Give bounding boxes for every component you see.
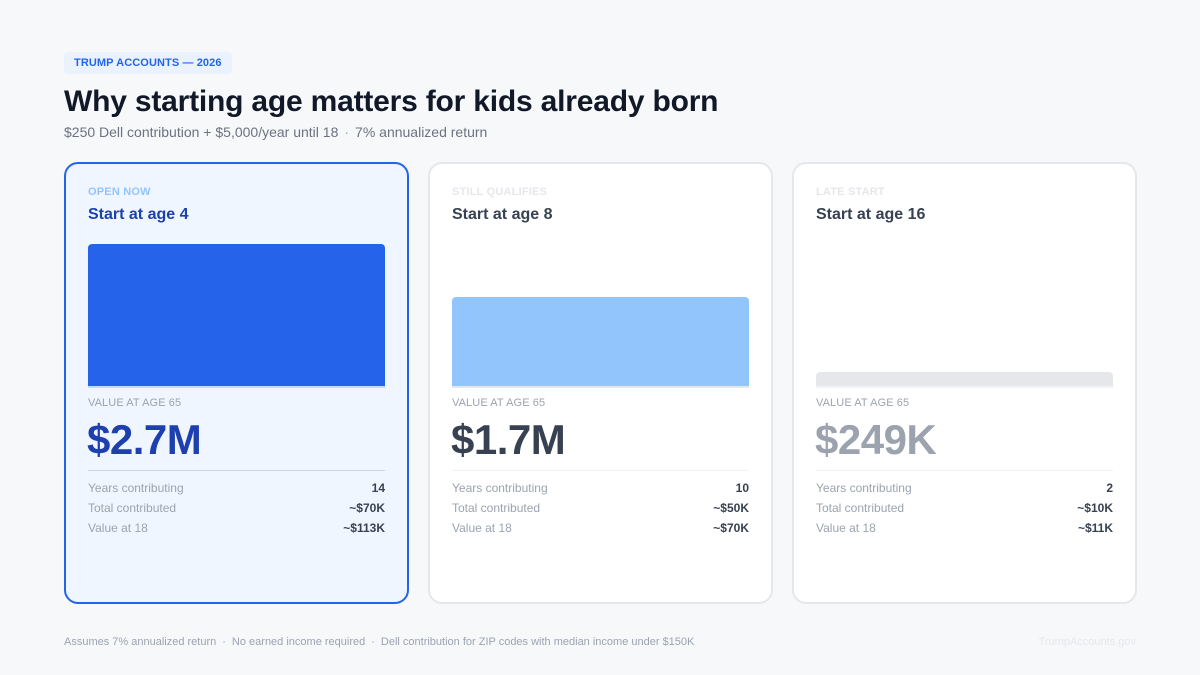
value-at-65: $2.7M <box>87 416 202 463</box>
value-at-65: $249K <box>815 416 937 463</box>
value-bar <box>816 372 1113 386</box>
footer-note-return: Assumes 7% annualized return <box>64 636 217 648</box>
divider <box>816 470 1113 471</box>
card-eyebrow: OPEN NOW <box>88 186 151 198</box>
stats-list: Years contributing 14 Total contributed … <box>88 480 385 540</box>
footer-note-income: No earned income required <box>231 636 366 648</box>
stat-label: Total contributed <box>452 501 541 515</box>
stat-row-total: Total contributed ~$50K <box>452 500 749 520</box>
stat-value: 10 <box>735 481 749 495</box>
stat-value: ~$113K <box>343 521 385 535</box>
stat-value: ~$50K <box>713 501 749 515</box>
stat-row-years: Years contributing 14 <box>88 480 385 500</box>
section-badge: TRUMP ACCOUNTS — 2026 <box>64 52 232 74</box>
subtitle-contribution: $250 Dell contribution + $5,000/year unt… <box>64 124 339 140</box>
page-title: Why starting age matters for kids alread… <box>64 85 719 118</box>
stat-row-years: Years contributing 2 <box>816 480 1113 500</box>
footer-source: TrumpAccounts.gov <box>1038 636 1136 648</box>
bar-area <box>88 242 385 386</box>
stat-row-at18: Value at 18 ~$11K <box>816 520 1113 540</box>
footer-note-dell: Dell contribution for ZIP codes with med… <box>380 636 695 648</box>
value-bar <box>88 244 385 386</box>
card-age-4: OPEN NOW Start at age 4 VALUE AT AGE 65 … <box>64 162 409 604</box>
stat-row-total: Total contributed ~$70K <box>88 500 385 520</box>
stat-label: Total contributed <box>88 501 177 515</box>
stat-row-years: Years contributing 10 <box>452 480 749 500</box>
stat-label: Years contributing <box>816 481 912 495</box>
footer-separator: · <box>371 636 375 648</box>
divider <box>452 470 749 471</box>
bar-area <box>816 242 1113 386</box>
value-label: VALUE AT AGE 65 <box>816 397 910 409</box>
stat-value: ~$70K <box>713 521 749 535</box>
stat-value: 14 <box>371 481 385 495</box>
value-label: VALUE AT AGE 65 <box>88 397 182 409</box>
bar-baseline <box>88 386 385 388</box>
stat-row-total: Total contributed ~$10K <box>816 500 1113 520</box>
stat-value: ~$70K <box>349 501 385 515</box>
stats-list: Years contributing 10 Total contributed … <box>452 480 749 540</box>
stat-value: ~$11K <box>1077 521 1113 535</box>
stat-label: Value at 18 <box>452 521 512 535</box>
stat-value: 2 <box>1106 481 1113 495</box>
subtitle-return: 7% annualized return <box>355 124 488 140</box>
bar-baseline <box>816 386 1113 388</box>
card-title: Start at age 4 <box>88 206 189 223</box>
page-subtitle: $250 Dell contribution + $5,000/year unt… <box>64 124 487 140</box>
card-title: Start at age 16 <box>816 206 926 223</box>
stat-value: ~$10K <box>1077 501 1113 515</box>
stat-label: Years contributing <box>88 481 184 495</box>
value-at-65: $1.7M <box>451 416 566 463</box>
stat-row-at18: Value at 18 ~$70K <box>452 520 749 540</box>
value-bar <box>452 297 749 386</box>
card-age-16: LATE START Start at age 16 VALUE AT AGE … <box>792 162 1137 604</box>
card-eyebrow: STILL QUALIFIES <box>452 186 548 198</box>
footer-separator: · <box>222 636 226 648</box>
stats-list: Years contributing 2 Total contributed ~… <box>816 480 1113 540</box>
stat-row-at18: Value at 18 ~$113K <box>88 520 385 540</box>
stat-label: Value at 18 <box>816 521 876 535</box>
card-title: Start at age 8 <box>452 206 553 223</box>
footer-notes: Assumes 7% annualized return · No earned i… <box>64 636 694 648</box>
bar-baseline <box>452 386 749 388</box>
stat-label: Value at 18 <box>88 521 148 535</box>
bar-area <box>452 242 749 386</box>
card-age-8: STILL QUALIFIES Start at age 8 VALUE AT … <box>428 162 773 604</box>
stat-label: Years contributing <box>452 481 548 495</box>
card-eyebrow: LATE START <box>816 186 885 198</box>
stat-label: Total contributed <box>816 501 905 515</box>
divider <box>88 470 385 471</box>
subtitle-separator: · <box>344 124 350 140</box>
value-label: VALUE AT AGE 65 <box>452 397 546 409</box>
